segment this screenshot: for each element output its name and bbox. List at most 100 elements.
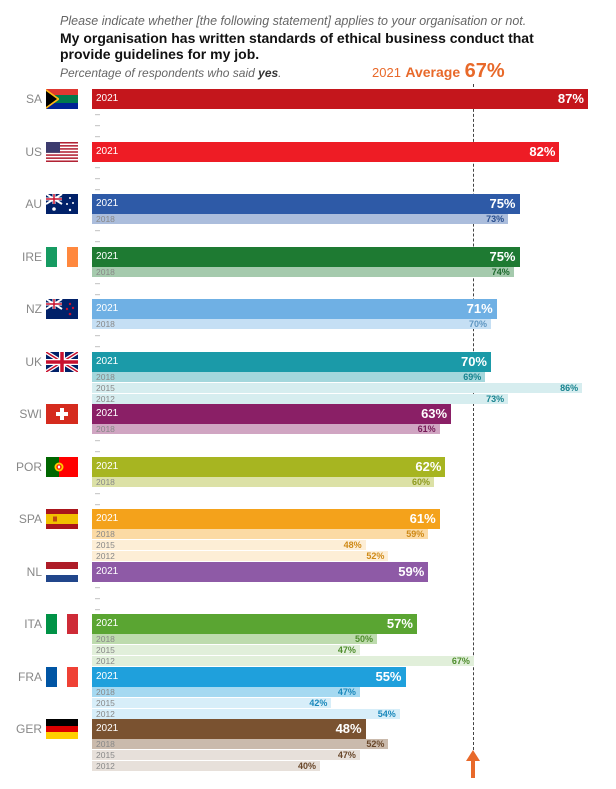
bar-year-label: 2018 (96, 371, 115, 382)
bar-year-label: 2021 (96, 618, 119, 629)
empty-year-placeholder: – (95, 498, 101, 509)
bar-value-label: 40% (297, 761, 316, 771)
empty-year-placeholder: – (95, 109, 101, 119)
bar-ire-2021: 2021 75% (92, 246, 520, 267)
country-code-por: POR (15, 459, 42, 474)
country-code-spa: SPA (18, 512, 42, 526)
bar-uk-2021: 2021 70% (92, 351, 491, 372)
bar-value-label: 73% (486, 214, 505, 224)
subtitle-prefix: Percentage of respondents who said (60, 66, 259, 80)
bar-value-label: 48% (343, 540, 362, 550)
bar-ita-2012: 2012 67% (92, 656, 474, 666)
bar-value-label: 55% (375, 668, 402, 684)
country-code-nl: NL (26, 564, 42, 579)
empty-year-placeholder: – (95, 435, 101, 445)
bar-year-label: 2012 (96, 551, 115, 561)
bar-year-label: 2015 (96, 382, 115, 393)
bar-au-2018: 2018 73% (92, 214, 509, 224)
bar-value-label: 47% (337, 645, 356, 655)
bar-year-label: 2012 (96, 656, 115, 666)
bar-ire-2018: 2018 74% (92, 266, 514, 277)
bar-value-label: 69% (463, 371, 482, 382)
empty-year-placeholder: – (95, 120, 101, 130)
bar-ger-2021: 2021 48% (92, 719, 366, 739)
bar-uk-2018: 2018 69% (92, 371, 486, 382)
average-line (473, 84, 474, 750)
bar-value-label: 73% (486, 393, 505, 404)
bar-year-label: 2018 (96, 214, 115, 224)
country-code-us: US (25, 144, 42, 159)
france-flag-icon (46, 666, 78, 687)
survey-question: Please indicate whether [the following s… (60, 14, 527, 28)
empty-year-placeholder: – (95, 487, 101, 498)
spain-flag-icon (46, 509, 78, 529)
bar-value-label: 42% (309, 697, 328, 708)
bar-year-label: 2015 (96, 697, 115, 708)
south-africa-flag-icon (46, 89, 78, 109)
bar-swi-2021: 2021 63% (92, 404, 452, 424)
bar-value-label: 60% (411, 476, 430, 487)
bar-year-label: 2021 (96, 723, 119, 734)
average-word: Average (405, 64, 461, 80)
empty-year-placeholder: – (95, 131, 101, 141)
bar-spa-2015: 2015 48% (92, 540, 366, 550)
bar-value-label: 70% (460, 353, 487, 369)
bar-year-label: 2021 (96, 670, 119, 682)
country-code-au: AU (25, 197, 42, 211)
chart-title: My organisation has written standards of… (60, 30, 534, 62)
bar-value-label: 47% (337, 686, 356, 697)
bar-value-label: 61% (409, 511, 436, 526)
chart-subtitle: Percentage of respondents who said yes. (60, 66, 282, 80)
average-label: 2021 Average 67% (372, 60, 505, 83)
bar-year-label: 2021 (96, 145, 119, 157)
empty-year-placeholder: – (95, 288, 101, 299)
bar-value-label: 62% (415, 458, 442, 474)
bar-year-label: 2018 (96, 476, 115, 487)
country-code-nz: NZ (26, 302, 42, 316)
bar-nz-2021: 2021 71% (92, 299, 497, 319)
bar-ita-2021: 2021 57% (92, 614, 417, 634)
bar-ita-2018: 2018 50% (92, 634, 377, 644)
empty-year-placeholder: – (95, 592, 101, 603)
bar-value-label: 59% (406, 529, 425, 539)
bar-fra-2012: 2012 54% (92, 708, 400, 719)
bar-value-label: 70% (468, 319, 487, 329)
average-value: 67% (464, 60, 505, 82)
bar-value-label: 63% (421, 406, 448, 421)
bar-year-label: 2018 (96, 739, 115, 749)
bar-spa-2012: 2012 52% (92, 551, 389, 561)
bar-por-2021: 2021 62% (92, 456, 446, 477)
bar-year-label: 2021 (96, 93, 119, 104)
bar-fra-2021: 2021 55% (92, 666, 406, 687)
bar-nl-2021: 2021 59% (92, 561, 429, 582)
bar-por-2018: 2018 60% (92, 476, 434, 487)
empty-year-placeholder: – (95, 183, 101, 194)
empty-year-placeholder: – (95, 225, 101, 235)
bar-year-label: 2012 (96, 393, 115, 404)
average-arrow-icon (466, 750, 480, 778)
subtitle-emphasis: yes (258, 66, 279, 80)
empty-year-placeholder: – (95, 277, 101, 288)
bar-value-label: 52% (366, 551, 385, 561)
bar-year-label: 2018 (96, 266, 115, 277)
bar-year-label: 2015 (96, 750, 115, 760)
empty-year-placeholder: – (95, 236, 101, 246)
bar-value-label: 48% (335, 721, 362, 736)
subtitle-suffix: . (278, 66, 282, 80)
bar-year-label: 2015 (96, 645, 115, 655)
empty-year-placeholder: – (95, 603, 101, 614)
bar-year-label: 2018 (96, 319, 115, 329)
bar-value-label: 74% (491, 266, 510, 277)
country-code-uk: UK (25, 354, 42, 369)
bar-value-label: 75% (489, 248, 516, 264)
switzerland-flag-icon (46, 404, 78, 424)
bar-year-label: 2018 (96, 529, 115, 539)
bar-uk-2015: 2015 86% (92, 382, 583, 393)
bar-year-label: 2021 (96, 408, 119, 419)
portugal-flag-icon (46, 456, 78, 477)
bar-au-2021: 2021 75% (92, 194, 520, 214)
bar-value-label: 82% (529, 143, 556, 159)
netherlands-flag-icon (46, 561, 78, 582)
bar-ger-2012: 2012 40% (92, 761, 320, 771)
